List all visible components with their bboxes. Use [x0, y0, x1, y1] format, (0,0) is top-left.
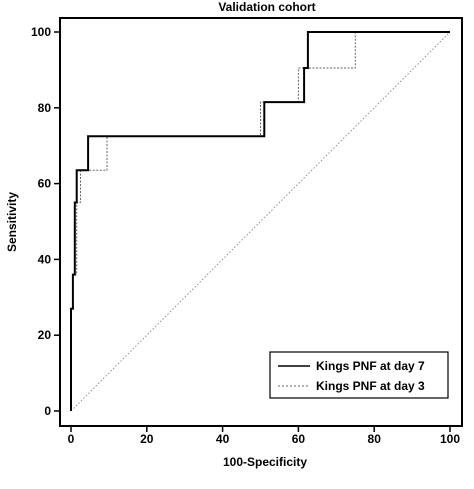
- chart-title: Validation cohort: [218, 0, 315, 14]
- legend-label-day3: Kings PNF at day 3: [316, 379, 425, 393]
- x-tick-label: 20: [140, 432, 154, 446]
- x-tick-label: 80: [368, 432, 382, 446]
- legend-label-day7: Kings PNF at day 7: [316, 359, 425, 373]
- y-tick-label: 80: [38, 101, 52, 115]
- x-tick-label: 0: [68, 432, 75, 446]
- y-tick-label: 60: [38, 177, 52, 191]
- y-axis: 0 20 40 60 80 100: [31, 25, 60, 418]
- legend: Kings PNF at day 7 Kings PNF at day 3: [269, 351, 449, 399]
- plot-frame: [59, 17, 463, 427]
- x-axis-label: 100-Specificity: [223, 455, 307, 469]
- plot-area: 0 20 40 60 80 100 0 20 40 60 80 100: [31, 17, 463, 446]
- y-tick-label: 0: [44, 404, 51, 418]
- x-tick-label: 40: [216, 432, 230, 446]
- y-tick-label: 40: [38, 252, 52, 266]
- series-line-day7: [70, 31, 450, 411]
- x-tick-label: 100: [440, 432, 460, 446]
- y-tick-label: 20: [38, 328, 52, 342]
- y-tick-label: 100: [31, 25, 51, 39]
- x-axis: 0 20 40 60 80 100: [68, 426, 460, 446]
- legend-box: [269, 351, 449, 399]
- series-layer: [70, 31, 450, 411]
- y-axis-label: Sensitivity: [5, 192, 19, 252]
- x-tick-label: 60: [292, 432, 306, 446]
